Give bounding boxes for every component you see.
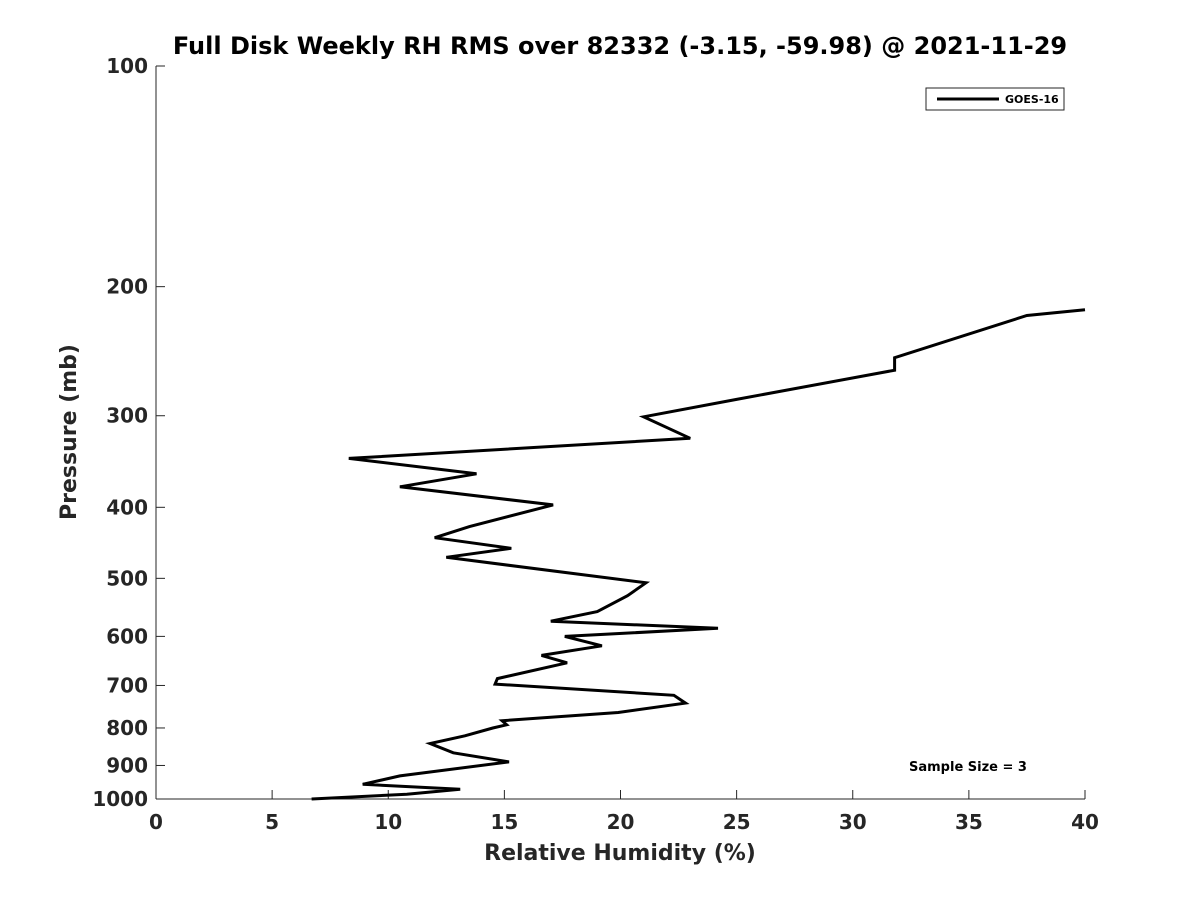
y-tick-label: 900 <box>106 753 148 777</box>
y-tick-label: 100 <box>106 54 148 78</box>
plot-area <box>155 66 1085 800</box>
y-tick-label: 300 <box>106 404 148 428</box>
x-axis-label: Relative Humidity (%) <box>484 841 756 866</box>
x-tick-label: 25 <box>723 810 751 834</box>
series-group <box>311 308 1086 801</box>
x-tick-label: 30 <box>839 810 867 834</box>
y-tick-label: 1000 <box>92 787 148 811</box>
x-ticks: 0 5 10 15 20 25 30 35 40 <box>149 790 1099 834</box>
x-tick-label: 5 <box>265 810 279 834</box>
x-tick-label: 35 <box>955 810 983 834</box>
y-tick-label: 500 <box>106 566 148 590</box>
x-tick-label: 20 <box>607 810 635 834</box>
y-tick-label: 400 <box>106 495 148 519</box>
x-tick-label: 40 <box>1071 810 1099 834</box>
chart-title: Full Disk Weekly RH RMS over 82332 (-3.1… <box>173 32 1067 60</box>
y-tick-label: 200 <box>106 275 148 299</box>
x-tick-label: 15 <box>490 810 518 834</box>
x-tick-label: 0 <box>149 810 163 834</box>
x-tick-label: 10 <box>374 810 402 834</box>
series-line-goes-16 <box>311 308 1086 801</box>
y-ticks: 100 200 300 400 500 600 700 800 900 1000 <box>92 54 165 811</box>
legend-label-goes-16: GOES-16 <box>1005 93 1059 106</box>
y-tick-label: 600 <box>106 624 148 648</box>
y-tick-label: 700 <box>106 673 148 697</box>
legend: GOES-16 <box>925 87 1065 111</box>
y-axis-label: Pressure (mb) <box>57 344 82 520</box>
y-tick-label: 800 <box>106 716 148 740</box>
sample-size-annotation: Sample Size = 3 <box>909 760 1027 775</box>
